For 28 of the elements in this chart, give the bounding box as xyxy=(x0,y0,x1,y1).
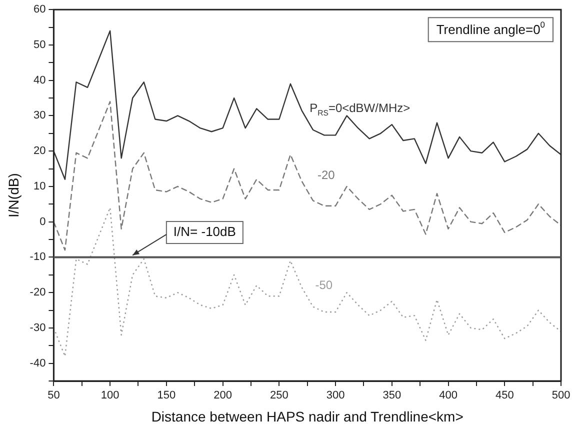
x-tick-label: 200 xyxy=(214,390,232,402)
x-tick-label: 100 xyxy=(100,390,120,402)
line-series xyxy=(54,100,561,251)
line-series xyxy=(54,207,561,357)
y-tick-label: -40 xyxy=(30,357,46,370)
x-tick-label: 250 xyxy=(270,390,288,402)
ref-line-label: I/N= -10dB xyxy=(173,224,236,240)
x-tick-label: 150 xyxy=(157,390,176,402)
x-axis-title: Distance between HAPS nadir and Trendline<km> xyxy=(151,408,464,424)
y-axis-title: I/N(dB) xyxy=(5,173,22,218)
x-tick-label: 450 xyxy=(495,390,514,402)
x-tick-label: 500 xyxy=(552,390,570,402)
y-tick-label: 30 xyxy=(33,110,46,122)
y-tick-label: 40 xyxy=(33,74,46,86)
y-tick-label: 0 xyxy=(40,216,46,228)
y-tick-label: 50 xyxy=(33,39,46,52)
y-tick-label: 20 xyxy=(33,145,46,158)
y-tick-label: -20 xyxy=(30,286,46,299)
x-tick-label: 300 xyxy=(326,390,345,402)
y-tick-label: -10 xyxy=(30,251,46,264)
series-label: -50 xyxy=(315,278,333,292)
y-tick-label: -30 xyxy=(30,322,46,334)
y-tick-label: 10 xyxy=(33,180,46,192)
x-tick-label: 350 xyxy=(382,390,402,402)
y-tick-label: 60 xyxy=(33,4,46,16)
x-tick-label: 50 xyxy=(48,390,60,402)
series-label: -20 xyxy=(317,168,336,182)
x-tick-label: 400 xyxy=(439,390,458,402)
